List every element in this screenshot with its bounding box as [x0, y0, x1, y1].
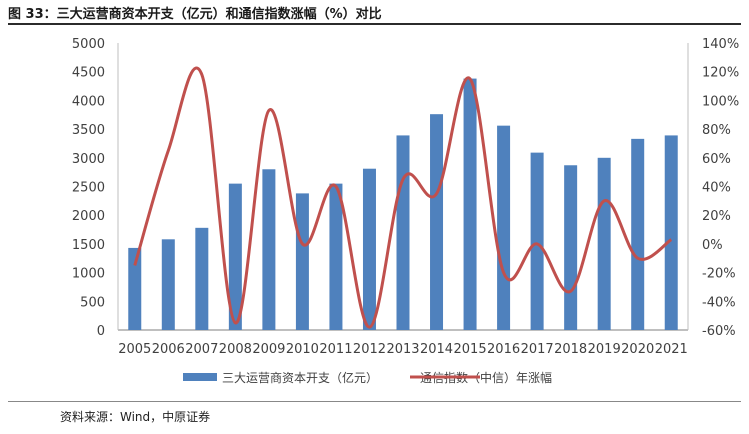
x-tick-label: 2017	[521, 342, 554, 357]
bar-2021	[664, 135, 678, 330]
x-tick-label: 2013	[386, 342, 419, 357]
x-tick-label: 2005	[118, 342, 151, 357]
right-axis-labels: -60% -40% -20% 0% 20% 40% 60% 80% 100% 120% 140%	[702, 37, 739, 339]
y-left-tick-label: 1500	[72, 238, 105, 253]
x-tick-label: 2020	[621, 342, 654, 357]
legend-line-label: 通信指数（中信）年涨幅	[420, 370, 552, 385]
bar-series	[128, 78, 678, 331]
y-left-tick-label: 4500	[72, 66, 105, 81]
x-tick-label: 2021	[655, 342, 688, 357]
y-right-tick-label: 140%	[702, 37, 739, 52]
y-left-tick-label: 3000	[72, 152, 105, 167]
y-right-tick-label: 120%	[702, 66, 739, 81]
x-tick-label: 2019	[588, 342, 621, 357]
bar-2010	[295, 193, 309, 330]
y-right-tick-label: 60%	[702, 152, 731, 167]
legend-bar-label: 三大运营商资本开支（亿元）	[222, 370, 378, 385]
bar-2020	[631, 138, 645, 330]
x-tick-label: 2010	[286, 342, 319, 357]
x-tick-label: 2011	[319, 342, 352, 357]
bar-2006	[161, 239, 175, 330]
y-right-tick-label: 100%	[702, 94, 739, 109]
bar-2018	[564, 165, 578, 330]
line-path	[133, 66, 673, 329]
bar-2008	[228, 183, 242, 330]
bar-2014	[430, 114, 444, 331]
x-tick-label: 2015	[454, 342, 487, 357]
x-axis-labels: 2005 2006 2007 2008 2009 2010 2011 2012 2013 2014…	[118, 342, 688, 357]
bar-2013	[396, 135, 410, 330]
left-axis-labels: 0 500 1000 1500 2000 2500 3000 3500 4000 4500 5000	[72, 37, 105, 339]
y-left-tick-label: 1000	[72, 267, 105, 282]
x-tick-label: 2012	[353, 342, 386, 357]
y-left-tick-label: 4000	[72, 94, 105, 109]
y-left-tick-label: 500	[80, 295, 105, 310]
combo-chart: 2005 2006 2007 2008 2009 2010 2011 2012 2013 2014…	[72, 37, 739, 385]
y-left-tick-label: 3500	[72, 123, 105, 138]
bar-2007	[195, 227, 209, 330]
x-tick-label: 2006	[152, 342, 185, 357]
y-right-tick-label: 80%	[702, 123, 731, 138]
y-right-tick-label: -40%	[702, 295, 736, 310]
line-series	[133, 66, 673, 329]
source-note: 资料来源：Wind，中原证券	[60, 410, 211, 424]
x-tick-label: 2008	[219, 342, 252, 357]
bar-2009	[262, 169, 276, 330]
y-left-tick-label: 0	[97, 324, 105, 339]
bar-2011	[329, 183, 343, 330]
chart-title: 图 33：三大运营商资本开支（亿元）和通信指数涨幅（%）对比	[8, 7, 382, 22]
title-divider	[8, 23, 741, 25]
bar-2016	[497, 125, 511, 330]
bar-2017	[530, 152, 544, 330]
x-tick-label: 2009	[252, 342, 285, 357]
x-tick-label: 2016	[487, 342, 520, 357]
y-left-tick-label: 2500	[72, 181, 105, 196]
y-left-tick-label: 2000	[72, 209, 105, 224]
y-right-tick-label: 0%	[702, 238, 723, 253]
y-right-tick-label: -60%	[702, 324, 736, 339]
bar-2015	[463, 78, 477, 330]
x-tick-label: 2007	[185, 342, 218, 357]
legend: 三大运营商资本开支（亿元） 通信指数（中信）年涨幅	[183, 370, 552, 385]
y-left-tick-label: 5000	[72, 37, 105, 52]
x-tick-label: 2018	[554, 342, 587, 357]
x-tick-label: 2014	[420, 342, 453, 357]
y-right-tick-label: 20%	[702, 209, 731, 224]
legend-bar-swatch	[183, 373, 217, 381]
y-right-tick-label: -20%	[702, 267, 736, 282]
bar-2019	[597, 157, 611, 330]
y-right-tick-label: 40%	[702, 181, 731, 196]
footer-divider	[8, 401, 741, 402]
bar-2005	[128, 247, 142, 330]
bar-2012	[362, 168, 376, 330]
